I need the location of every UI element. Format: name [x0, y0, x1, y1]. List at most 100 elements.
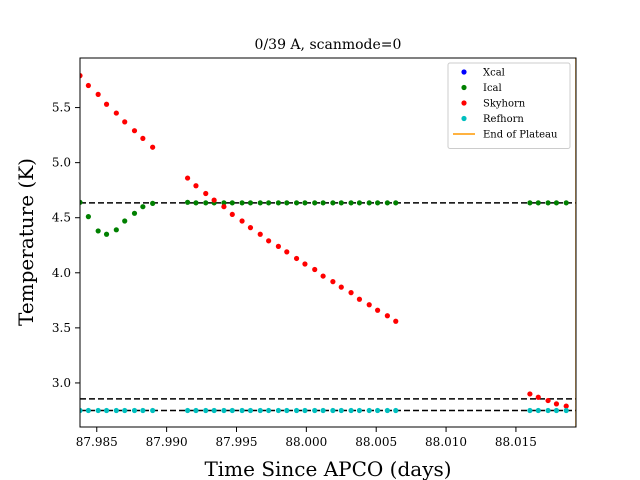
y-tick-label-4: 5.0 — [52, 156, 71, 170]
skyhorn-point-15 — [239, 218, 245, 224]
ical-point-29 — [366, 200, 372, 206]
refhorn-point-16 — [247, 407, 254, 414]
refhorn-point-9 — [184, 407, 191, 414]
ical-point-1 — [85, 214, 91, 220]
refhorn-point-6 — [131, 407, 138, 414]
skyhorn-point-2 — [95, 91, 101, 97]
plot-frame — [79, 57, 577, 428]
refhorn-point-2 — [95, 407, 101, 414]
ical-point-11 — [203, 200, 209, 206]
refhorn-point-24 — [320, 407, 326, 414]
refhorn-point-4 — [113, 407, 119, 414]
x-tick-label-0: 87.985 — [76, 435, 118, 449]
ical-point-33 — [527, 200, 533, 206]
refhorn-point-19 — [275, 407, 281, 414]
series-refhorn — [80, 407, 569, 414]
ical-point-31 — [384, 200, 390, 206]
skyhorn-point-37 — [563, 403, 569, 409]
refhorn-point-13 — [221, 407, 227, 414]
skyhorn-point-31 — [384, 313, 390, 319]
legend-marker-xcal — [461, 69, 467, 75]
refhorn-point-5 — [122, 407, 128, 414]
skyhorn-point-3 — [103, 101, 110, 107]
skyhorn-point-30 — [375, 307, 381, 313]
refhorn-point-11 — [203, 407, 209, 414]
ical-point-25 — [330, 200, 336, 206]
skyhorn-point-20 — [284, 249, 290, 255]
legend-marker-ical — [461, 84, 467, 91]
refhorn-point-8 — [150, 407, 156, 414]
refhorn-point-34 — [535, 407, 541, 414]
skyhorn-point-23 — [312, 266, 318, 273]
refhorn-point-28 — [356, 407, 363, 414]
ical-point-24 — [320, 200, 326, 206]
refhorn-point-30 — [375, 407, 381, 414]
skyhorn-point-33 — [527, 391, 533, 397]
refhorn-point-25 — [330, 407, 336, 414]
refhorn-point-7 — [140, 407, 146, 414]
x-axis-label: Time Since APCO (days) — [204, 457, 451, 480]
refhorn-point-14 — [229, 407, 235, 414]
skyhorn-point-29 — [366, 302, 372, 308]
refhorn-point-15 — [239, 407, 245, 414]
x-tick-label-2: 87.995 — [215, 435, 257, 449]
legend-box — [447, 62, 571, 149]
legend: Xcal Ical Skyhorn Refhorn End of Plateau — [447, 62, 571, 149]
skyhorn-point-32 — [393, 318, 399, 324]
skyhorn-point-19 — [275, 243, 281, 249]
x-tick-label-6: 88.015 — [495, 435, 537, 449]
skyhorn-point-26 — [338, 284, 344, 290]
refhorn-point-17 — [257, 407, 263, 414]
x-tick-label-4: 88.005 — [355, 435, 397, 449]
refhorn-point-12 — [211, 407, 217, 414]
skyhorn-point-27 — [348, 290, 354, 296]
x-tick-label-3: 88.000 — [285, 435, 327, 449]
skyhorn-point-14 — [229, 211, 235, 218]
ical-point-13 — [221, 200, 227, 206]
skyhorn-point-9 — [184, 175, 191, 181]
ical-point-10 — [193, 200, 199, 206]
ical-point-5 — [122, 218, 128, 224]
skyhorn-point-11 — [203, 190, 209, 197]
skyhorn-point-1 — [85, 82, 91, 89]
refhorn-point-32 — [393, 407, 399, 414]
ical-point-21 — [293, 200, 300, 206]
skyhorn-point-0 — [80, 73, 83, 79]
series-ical — [80, 199, 569, 237]
ical-point-30 — [375, 200, 381, 206]
ical-point-15 — [239, 200, 245, 206]
data-markers — [80, 73, 569, 414]
y-tick-label-5: 5.5 — [52, 101, 71, 115]
refhorn-point-10 — [193, 407, 199, 414]
y-tick-label-0: 3.0 — [52, 376, 71, 390]
skyhorn-point-7 — [140, 135, 146, 142]
ical-point-35 — [545, 200, 551, 206]
ical-point-20 — [284, 200, 290, 206]
skyhorn-point-13 — [221, 204, 227, 210]
ical-point-23 — [312, 200, 318, 206]
skyhorn-point-4 — [113, 110, 119, 116]
skyhorn-point-36 — [553, 401, 560, 407]
ical-point-36 — [553, 200, 560, 206]
refhorn-point-21 — [293, 407, 300, 414]
chart-title: 0/39 A, scanmode=0 — [255, 37, 402, 53]
ical-point-7 — [140, 204, 146, 210]
skyhorn-point-34 — [535, 394, 541, 400]
skyhorn-point-21 — [293, 255, 300, 262]
y-tick-label-1: 3.5 — [52, 321, 71, 335]
y-axis: 3.0 3.5 4.0 4.5 5.0 5.5 — [52, 101, 80, 390]
x-tick-label-5: 88.010 — [425, 435, 467, 449]
ical-point-18 — [266, 200, 272, 206]
ical-point-27 — [348, 200, 354, 206]
refhorn-point-29 — [366, 407, 372, 414]
ical-point-26 — [338, 200, 344, 206]
ical-point-0 — [80, 199, 83, 205]
legend-label-skyhorn: Skyhorn — [483, 99, 526, 110]
ical-point-4 — [113, 227, 119, 233]
y-tick-label-3: 4.5 — [52, 211, 71, 225]
refhorn-point-23 — [312, 407, 318, 414]
skyhorn-point-25 — [330, 279, 336, 285]
ical-point-9 — [184, 199, 191, 205]
refhorn-point-1 — [85, 407, 91, 414]
